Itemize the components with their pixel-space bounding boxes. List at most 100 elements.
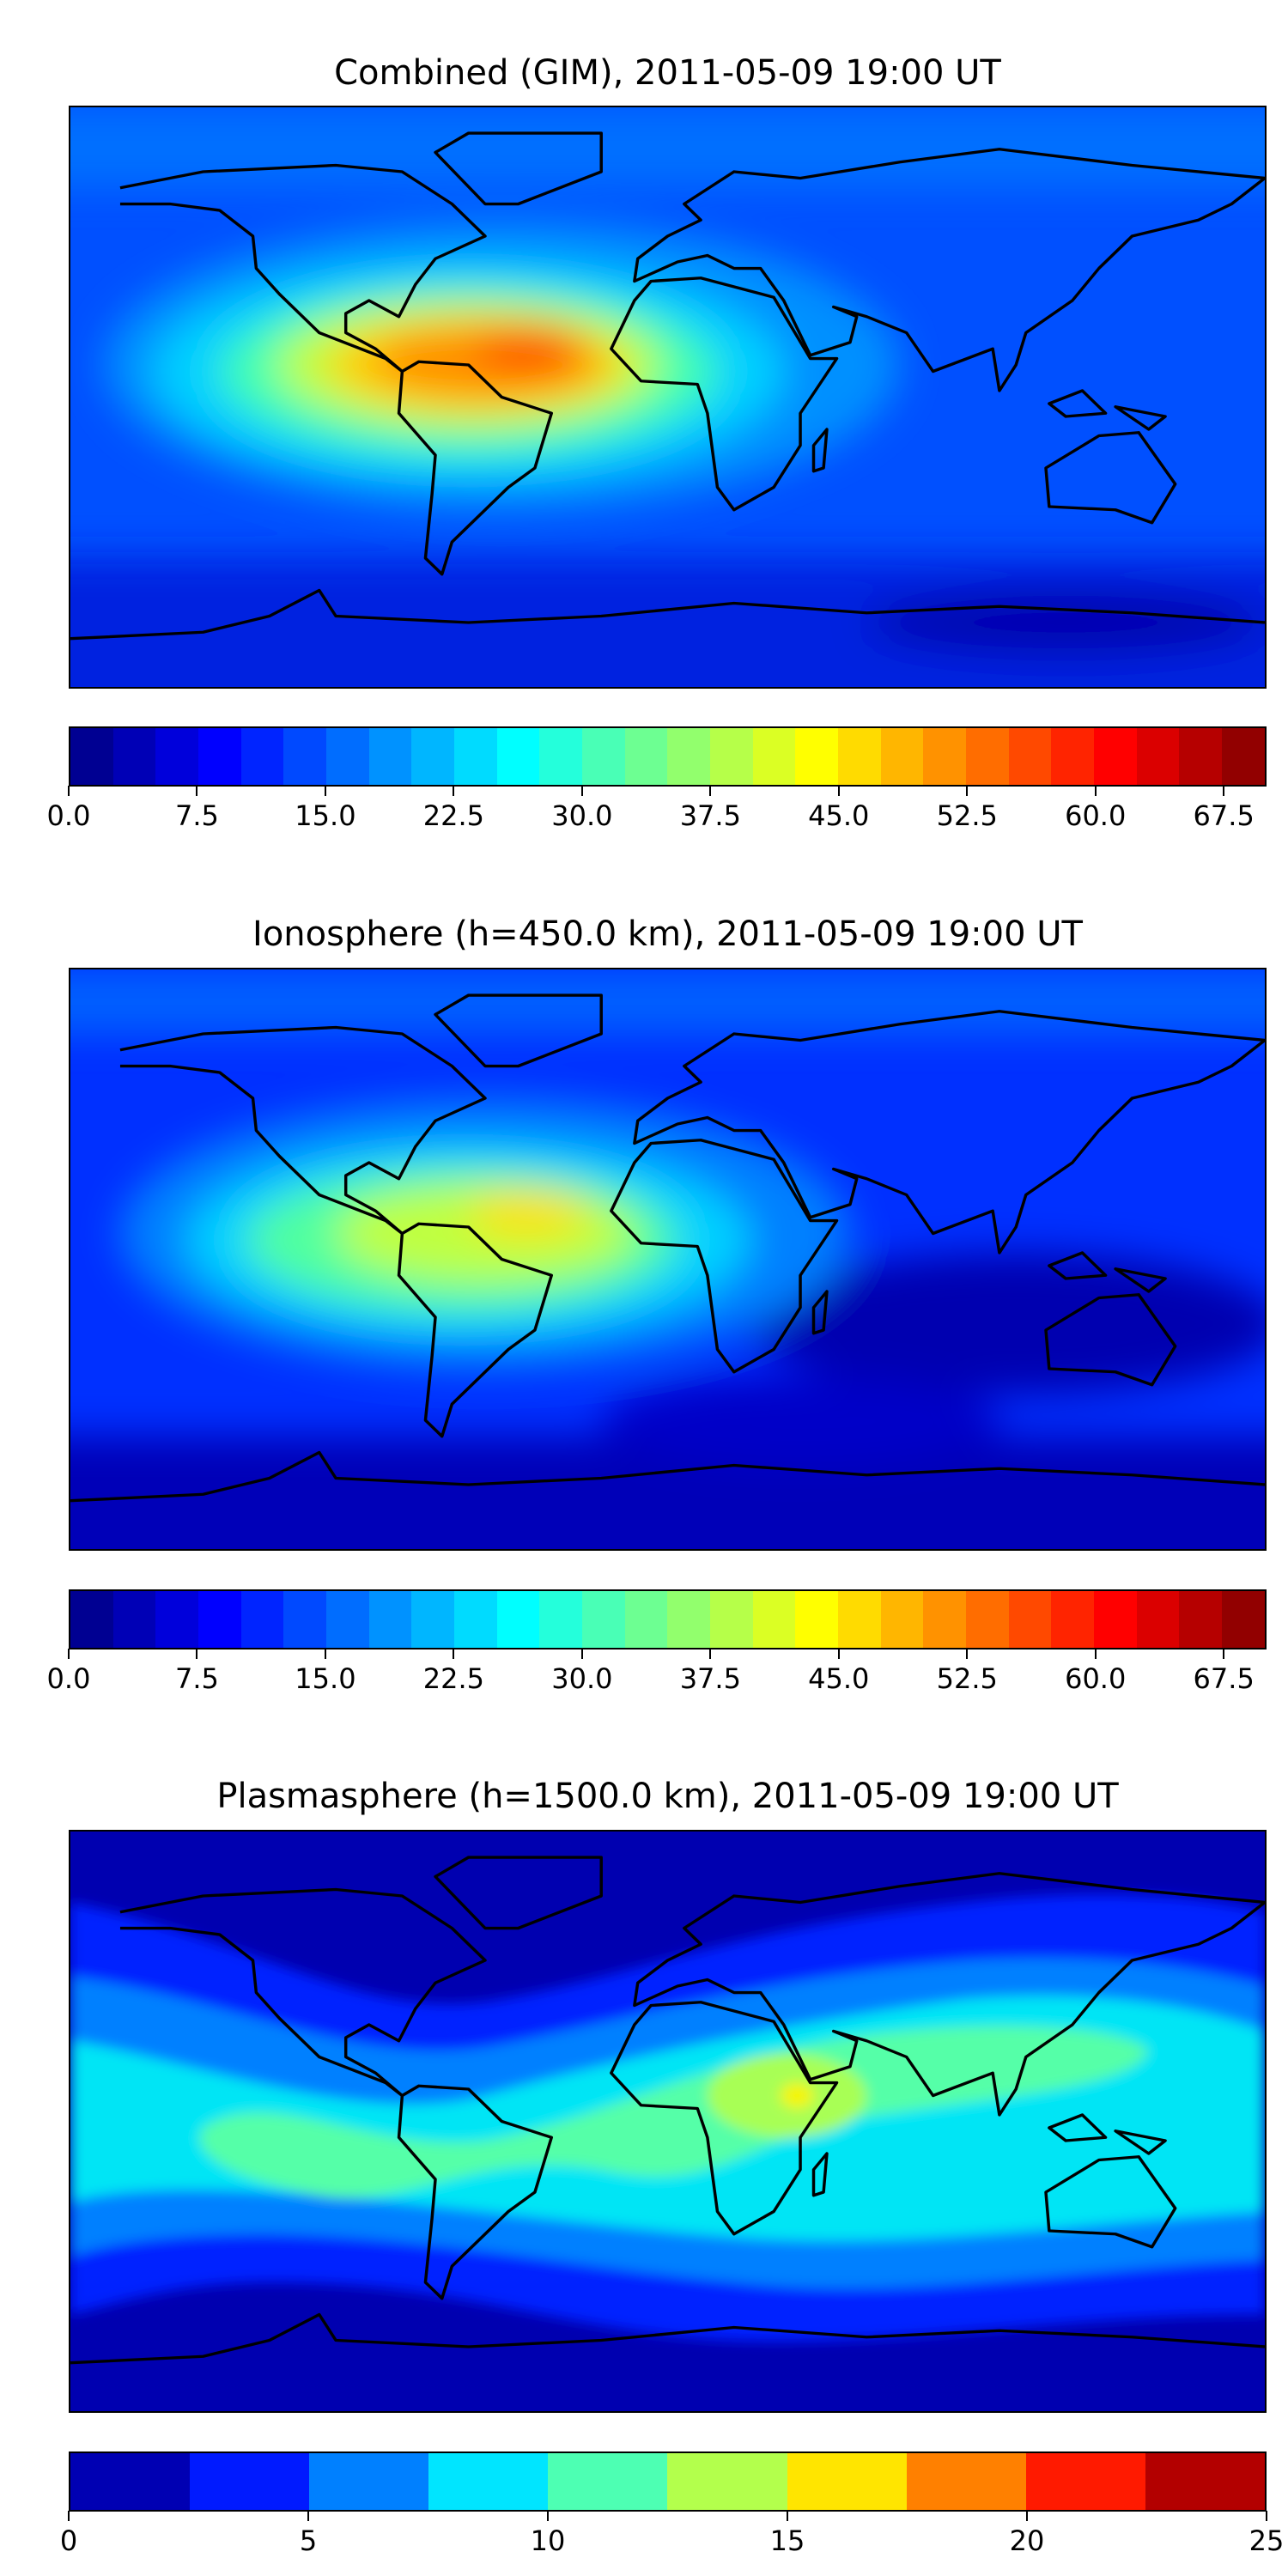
colorbar-combined bbox=[69, 726, 1267, 787]
colorbar-swatch bbox=[1179, 1591, 1223, 1648]
colorbar-swatch bbox=[70, 1591, 113, 1648]
colorbar-swatch bbox=[1025, 2453, 1145, 2510]
colorbar-swatch bbox=[880, 1591, 924, 1648]
colorbar-tick-label: 0.0 bbox=[46, 799, 91, 832]
map-plasmasphere bbox=[69, 1830, 1267, 2413]
colorbar-tick-mark bbox=[1223, 786, 1225, 796]
colorbar-swatch bbox=[539, 728, 583, 785]
colorbar-tick-mark bbox=[709, 786, 712, 796]
colorbar-tick-mark bbox=[324, 786, 326, 796]
colorbar-swatch bbox=[667, 2453, 787, 2510]
colorbar-swatch bbox=[582, 728, 625, 785]
colorbar-tick-mark bbox=[966, 1649, 969, 1659]
colorbar-swatch bbox=[411, 728, 455, 785]
colorbar-swatch bbox=[326, 1591, 369, 1648]
map-combined bbox=[69, 106, 1267, 689]
colorbar-tick-mark bbox=[1094, 1649, 1097, 1659]
colorbar-tick-mark bbox=[547, 2511, 549, 2521]
colorbar-swatch bbox=[240, 1591, 284, 1648]
colorbar-tick-mark bbox=[837, 786, 840, 796]
colorbar-swatch bbox=[787, 2453, 907, 2510]
colorbar-tick-mark bbox=[453, 1649, 455, 1659]
colorbar-tick-mark bbox=[68, 2511, 70, 2521]
colorbar-tick-mark bbox=[580, 1649, 583, 1659]
colorbar-tick-mark bbox=[966, 786, 969, 796]
colorbar-swatch bbox=[155, 728, 199, 785]
colorbar-tick-label: 67.5 bbox=[1193, 1662, 1255, 1695]
colorbar-swatch bbox=[539, 1591, 583, 1648]
colorbar-swatch bbox=[795, 728, 839, 785]
colorbar-tick-label: 30.0 bbox=[551, 799, 613, 832]
colorbar-swatch bbox=[1222, 728, 1265, 785]
colorbar-swatch bbox=[880, 728, 924, 785]
colorbar-swatch bbox=[966, 728, 1009, 785]
colorbar-tick-label: 37.5 bbox=[679, 799, 741, 832]
colorbar-ticks-combined: 0.0 7.5 15.0 22.5 30.0 37.5 45.0 52.5 60.0 67.5 bbox=[47, 786, 1267, 837]
colorbar-swatch bbox=[190, 2453, 310, 2510]
tec-field-ionosphere bbox=[70, 969, 1265, 1549]
colorbar-swatch bbox=[1051, 1591, 1095, 1648]
colorbar-swatch bbox=[710, 728, 753, 785]
colorbar-swatch bbox=[112, 728, 156, 785]
colorbar-tick-mark bbox=[1026, 2511, 1028, 2521]
colorbar-tick-label: 60.0 bbox=[1065, 799, 1127, 832]
colorbar-ionosphere bbox=[69, 1589, 1267, 1649]
colorbar-tick-mark bbox=[1094, 786, 1097, 796]
colorbar-tick-mark bbox=[324, 1649, 326, 1659]
colorbar-swatch bbox=[1222, 1591, 1265, 1648]
colorbar-swatch bbox=[1051, 728, 1095, 785]
colorbar-swatch bbox=[548, 2453, 668, 2510]
colorbar-tick-label: 22.5 bbox=[422, 1662, 485, 1695]
colorbar-tick-mark bbox=[709, 1649, 712, 1659]
colorbar-swatch bbox=[283, 728, 327, 785]
map-ionosphere bbox=[69, 968, 1267, 1551]
colorbar-tick-label: 37.5 bbox=[679, 1662, 741, 1695]
colorbar-tick-label: 20 bbox=[1009, 2524, 1045, 2557]
colorbar-swatch bbox=[368, 728, 412, 785]
colorbar-swatch bbox=[496, 728, 540, 785]
colorbar-tick-label: 60.0 bbox=[1065, 1662, 1127, 1695]
colorbar-swatch bbox=[838, 728, 881, 785]
colorbar-swatch bbox=[906, 2453, 1026, 2510]
colorbar-tick-mark bbox=[837, 1649, 840, 1659]
colorbar-tick-label: 15 bbox=[769, 2524, 805, 2557]
colorbar-tick-mark bbox=[196, 1649, 198, 1659]
colorbar-swatch bbox=[1008, 728, 1052, 785]
colorbar-swatch bbox=[582, 1591, 625, 1648]
colorbar-tick-mark bbox=[68, 786, 70, 796]
colorbar-swatch bbox=[454, 1591, 497, 1648]
panel-title-combined: Combined (GIM), 2011-05-09 19:00 UT bbox=[334, 53, 1001, 93]
colorbar-swatch bbox=[240, 728, 284, 785]
colorbar-tick-label: 52.5 bbox=[936, 799, 998, 832]
colorbar-swatch bbox=[496, 1591, 540, 1648]
colorbar-tick-mark bbox=[580, 786, 583, 796]
colorbar-tick-label: 15.0 bbox=[295, 799, 356, 832]
colorbar-swatch bbox=[309, 2453, 429, 2510]
colorbar-tick-mark bbox=[453, 786, 455, 796]
colorbar-tick-label: 22.5 bbox=[422, 799, 485, 832]
colorbar-ticks-ionosphere: 0.0 7.5 15.0 22.5 30.0 37.5 45.0 52.5 60.0 67.5 bbox=[47, 1649, 1267, 1700]
colorbar-tick-mark bbox=[1223, 1649, 1225, 1659]
colorbar-tick-mark bbox=[68, 1649, 70, 1659]
colorbar-plasmasphere bbox=[69, 2451, 1267, 2512]
colorbar-swatch bbox=[624, 1591, 668, 1648]
colorbar-swatch bbox=[1136, 728, 1180, 785]
colorbar-swatch bbox=[1179, 728, 1223, 785]
colorbar-swatch bbox=[112, 1591, 156, 1648]
colorbar-swatch bbox=[70, 2453, 191, 2510]
colorbar-swatch bbox=[428, 2453, 549, 2510]
colorbar-swatch bbox=[966, 1591, 1009, 1648]
colorbar-swatch bbox=[411, 1591, 455, 1648]
colorbar-tick-label: 52.5 bbox=[936, 1662, 998, 1695]
colorbar-swatch bbox=[752, 728, 796, 785]
colorbar-tick-mark bbox=[1266, 2511, 1267, 2521]
colorbar-swatch bbox=[667, 1591, 711, 1648]
colorbar-swatch bbox=[795, 1591, 839, 1648]
colorbar-swatch bbox=[368, 1591, 412, 1648]
colorbar-tick-mark bbox=[787, 2511, 788, 2521]
colorbar-swatch bbox=[198, 1591, 241, 1648]
colorbar-swatch bbox=[1145, 2453, 1265, 2510]
colorbar-tick-label: 7.5 bbox=[175, 799, 219, 832]
colorbar-swatch bbox=[923, 1591, 967, 1648]
colorbar-swatch bbox=[667, 728, 711, 785]
